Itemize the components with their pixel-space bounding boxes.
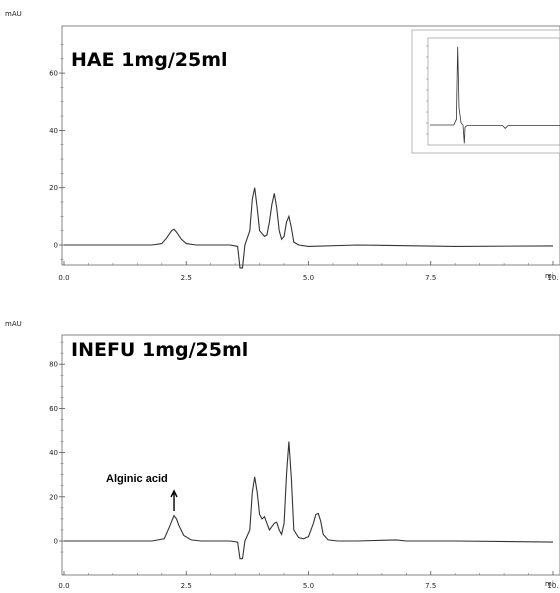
inset-frame [411,29,560,154]
y-tick-label: 40 [49,127,58,135]
x-tick-label: 7.5 [425,274,436,282]
x-tick-label: 2.5 [181,274,192,282]
plot-frame [61,334,560,576]
plot-frame [61,25,560,266]
x-tick-label: 10. [547,274,558,282]
x-tick-label: 0.0 [58,274,69,282]
chart-panel-hae: HAE 1mg/25ml mAU 0 20 40 60 0.0 2.5 5.0 7.5 10.mi [5,10,560,282]
title-background [68,337,252,363]
y-tick-label: 0 [54,242,58,250]
y-axis-unit-label: mAU [5,320,22,328]
y-axis-unit-label: mAU [5,10,22,18]
annotation-arrow [170,489,178,511]
inset-chromatogram [411,29,560,154]
x-tick-label: 10. [547,582,558,590]
y-tick-label: 60 [49,70,58,78]
annotation-label-alginic-acid: Alginic acid [106,473,168,485]
y-tick-label: 60 [49,405,58,413]
x-axis-unit-label: mi [545,580,554,588]
y-tick-label: 20 [49,493,58,501]
x-axis-unit-label: mi [545,272,554,280]
chart-panel-inefu: INEFU 1mg/25ml Alginic acid mAU 0 20 40 60 80… [5,320,560,590]
inset-plot-frame [427,37,560,146]
inset-trace [430,46,560,144]
y-tick-label: 40 [49,449,58,457]
chart-title: INEFU 1mg/25ml [71,339,248,361]
chromatogram-trace [64,187,554,269]
y-tick-label: 80 [49,361,58,369]
x-tick-label: 0.0 [58,582,69,590]
x-tick-label: 2.5 [181,582,192,590]
x-tick-label: 7.5 [425,582,436,590]
title-background [68,47,231,73]
x-tick-label: 5.0 [303,582,314,590]
y-tick-label: 20 [49,184,58,192]
chart-title: HAE 1mg/25ml [71,49,228,71]
chromatogram-trace [64,441,554,560]
y-tick-label: 0 [54,538,58,546]
x-tick-label: 5.0 [303,274,314,282]
